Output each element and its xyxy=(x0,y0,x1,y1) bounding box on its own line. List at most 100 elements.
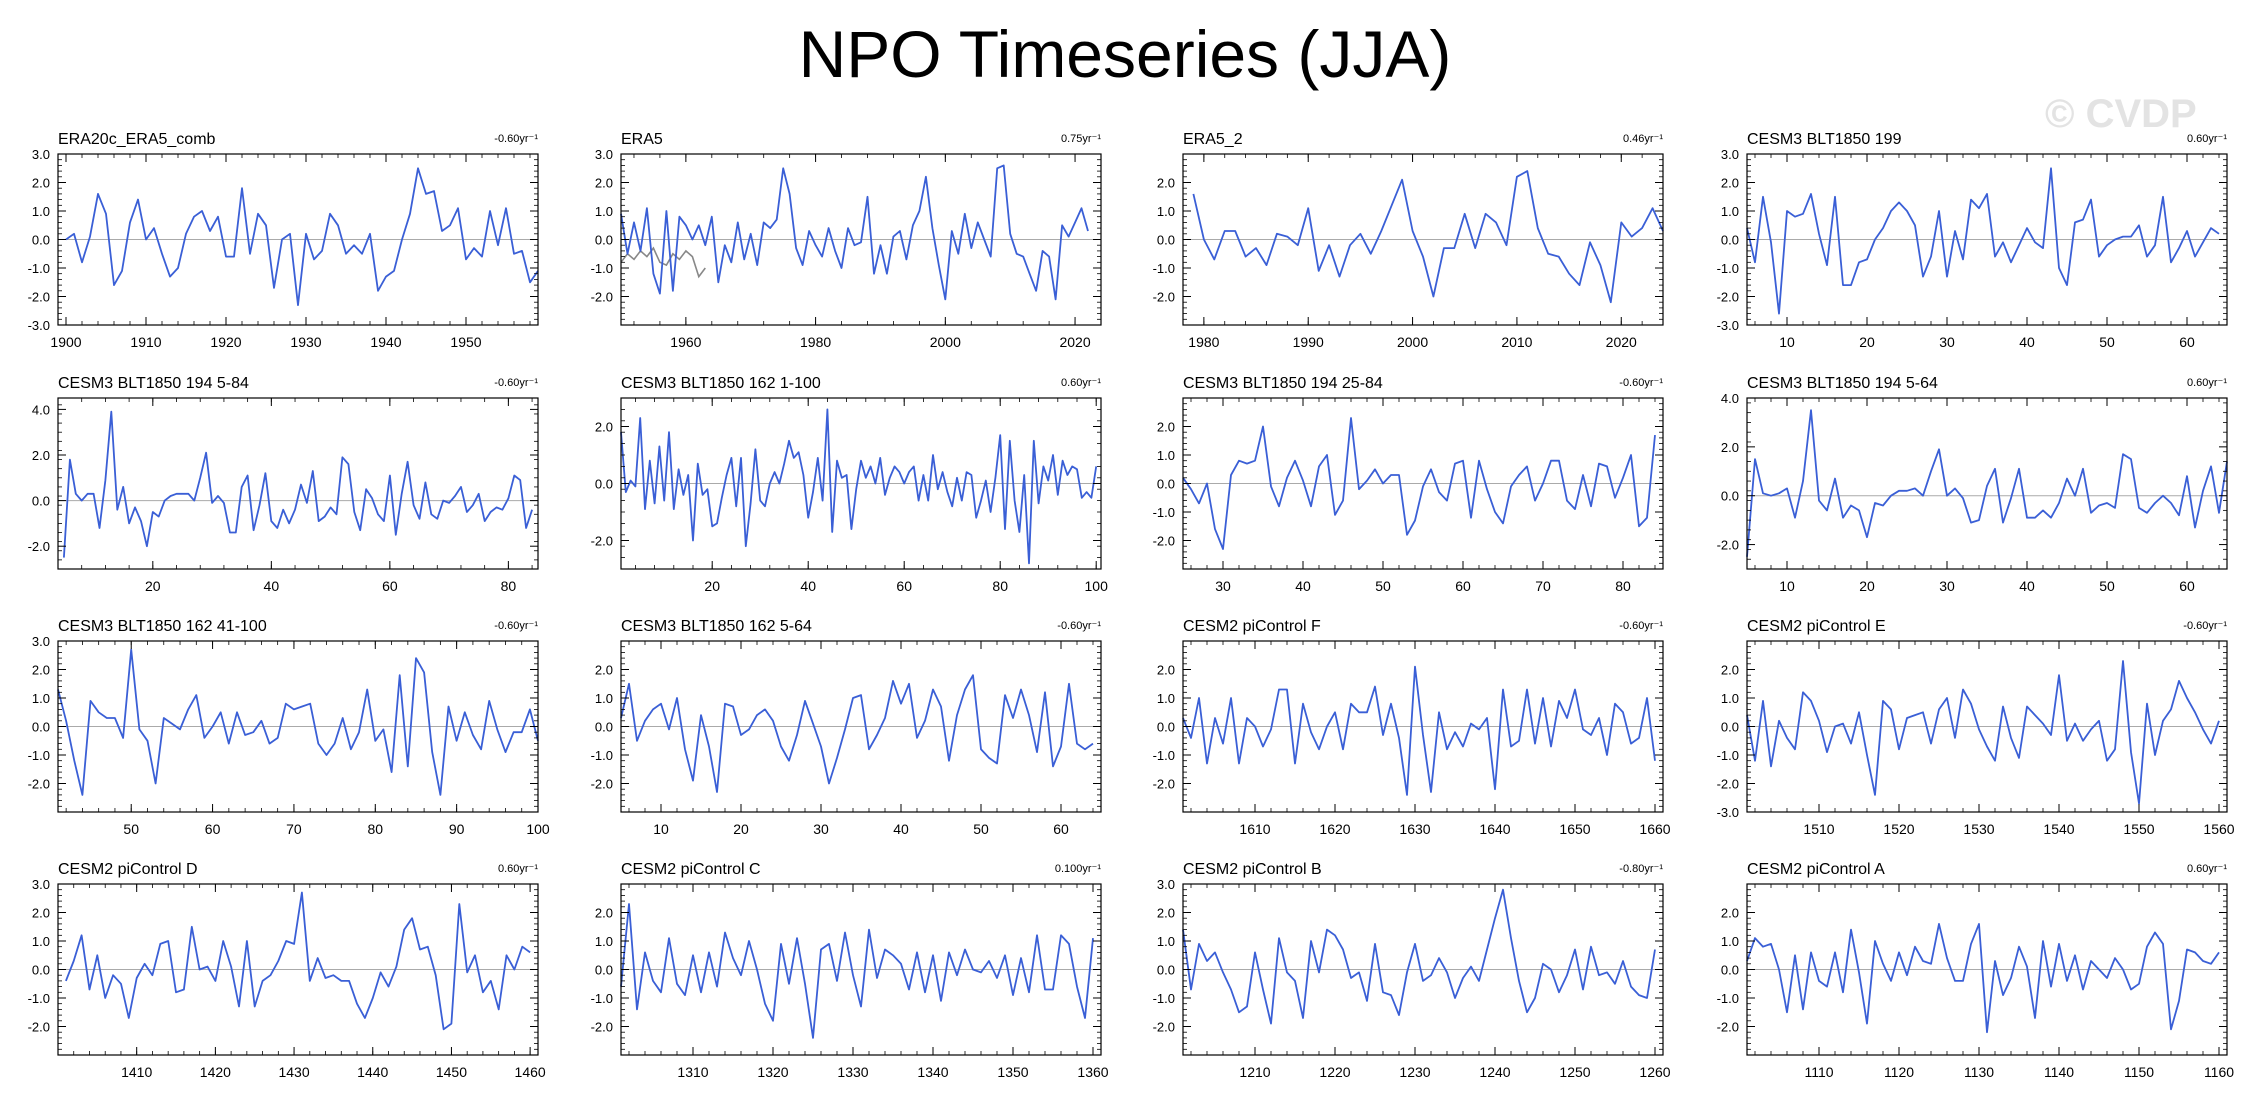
ytick-label: 0.0 xyxy=(32,963,50,978)
ytick-label: 0.0 xyxy=(595,477,613,492)
ytick-label: 0.0 xyxy=(1157,477,1175,492)
ytick-label: -1.0 xyxy=(28,991,50,1006)
ytick-label: 1.0 xyxy=(595,691,613,706)
ytick-label: 0.0 xyxy=(1157,963,1175,978)
xtick-label: 50 xyxy=(1375,578,1391,594)
ytick-label: -2.0 xyxy=(1153,290,1175,305)
panel-title: CESM2 piControl A xyxy=(1747,861,1885,878)
ytick-label: -2.0 xyxy=(1153,1020,1175,1035)
ytick-label: 2.0 xyxy=(32,663,50,678)
xtick-label: 1930 xyxy=(290,334,321,350)
trend-label: -0.80yr⁻¹ xyxy=(1619,863,1663,875)
series-line xyxy=(65,167,539,307)
panel-14: -2.0 -1.0 0.0 1.0 2.0 1310 1320 1330 1340 1350 136… xyxy=(591,861,1109,1080)
ytick-label: 3.0 xyxy=(32,634,50,649)
ytick-label: -2.0 xyxy=(1717,290,1739,305)
ytick-label: -1.0 xyxy=(1153,991,1175,1006)
panel-title: CESM3 BLT1850 194 25-84 xyxy=(1183,375,1383,392)
xtick-label: 80 xyxy=(501,578,517,594)
ytick-label: 2.0 xyxy=(1157,176,1175,191)
series-line xyxy=(1746,923,2220,1034)
ytick-label: 0.0 xyxy=(595,233,613,248)
xtick-label: 60 xyxy=(2179,578,2195,594)
xtick-label: 1650 xyxy=(1559,821,1590,837)
xtick-label: 1980 xyxy=(800,334,831,350)
panel-title: CESM2 piControl D xyxy=(58,861,198,878)
plot-frame xyxy=(1746,397,2228,570)
ytick-label: 1.0 xyxy=(1721,691,1739,706)
xtick-label: 50 xyxy=(2099,578,2115,594)
panel-2: -2.0 -1.0 0.0 1.0 2.0 3.0 1960 1980 2000 2020 ERA5… xyxy=(591,131,1102,350)
xtick-label: 80 xyxy=(1615,578,1631,594)
xtick-label: 1950 xyxy=(450,334,481,350)
ytick-label: 2.0 xyxy=(32,176,50,191)
trend-label: 0.60yr⁻¹ xyxy=(498,863,538,875)
ytick-label: -1.0 xyxy=(1717,261,1739,276)
ytick-label: 3.0 xyxy=(1721,147,1739,162)
trend-label: 0.60yr⁻¹ xyxy=(1061,377,1101,389)
panel-3: -2.0 -1.0 0.0 1.0 2.0 1980 1990 2000 2010 2020 ERA… xyxy=(1153,131,1664,350)
ytick-label: 0.0 xyxy=(1721,233,1739,248)
ytick-label: -2.0 xyxy=(591,290,613,305)
xtick-label: 80 xyxy=(367,821,383,837)
ytick-label: -2.0 xyxy=(1153,534,1175,549)
xtick-label: 1640 xyxy=(1479,821,1510,837)
xtick-label: 1210 xyxy=(1239,1064,1270,1080)
trend-label: 0.60yr⁻¹ xyxy=(2187,377,2227,389)
xtick-label: 10 xyxy=(1779,578,1795,594)
xtick-label: 60 xyxy=(205,821,221,837)
panel-13: -2.0 -1.0 0.0 1.0 2.0 3.0 1410 1420 1430 1440 1450… xyxy=(28,861,546,1080)
ytick-label: 0.0 xyxy=(1157,720,1175,735)
xtick-label: 1520 xyxy=(1883,821,1914,837)
ytick-label: -1.0 xyxy=(1153,261,1175,276)
ytick-label: 4.0 xyxy=(32,402,50,417)
xtick-label: 1550 xyxy=(2123,821,2154,837)
xtick-label: 1130 xyxy=(1964,1064,1994,1080)
ytick-label: -2.0 xyxy=(28,539,50,554)
xtick-label: 1660 xyxy=(1639,821,1670,837)
ytick-label: -2.0 xyxy=(28,1020,50,1035)
panel-title: CESM2 piControl B xyxy=(1183,861,1322,878)
xtick-label: 2000 xyxy=(930,334,961,350)
ytick-label: 1.0 xyxy=(1721,204,1739,219)
xtick-label: 1630 xyxy=(1399,821,1430,837)
ytick-label: 2.0 xyxy=(595,906,613,921)
panel-title: ERA5 xyxy=(621,131,663,148)
ytick-label: -1.0 xyxy=(28,748,50,763)
ytick-label: -1.0 xyxy=(591,748,613,763)
ytick-label: 0.0 xyxy=(1721,963,1739,978)
trend-label: -0.60yr⁻¹ xyxy=(494,620,538,632)
xtick-label: 2000 xyxy=(1397,334,1428,350)
xtick-label: 50 xyxy=(123,821,139,837)
xtick-label: 1990 xyxy=(1293,334,1324,350)
series-line xyxy=(1746,409,2228,557)
ytick-label: -2.0 xyxy=(1153,777,1175,792)
xtick-label: 1230 xyxy=(1399,1064,1430,1080)
xtick-label: 2020 xyxy=(1606,334,1637,350)
xtick-label: 70 xyxy=(286,821,302,837)
ytick-label: 1.0 xyxy=(595,934,613,949)
xtick-label: 1340 xyxy=(917,1064,948,1080)
panel-8: -2.0 0.0 2.0 4.0 10 20 30 40 50 60 CESM3 BLT1850 1… xyxy=(1717,375,2228,594)
xtick-label: 20 xyxy=(1859,578,1875,594)
panel-11: -2.0 -1.0 0.0 1.0 2.0 1610 1620 1630 1640 1650 166… xyxy=(1153,618,1671,837)
xtick-label: 1460 xyxy=(515,1064,546,1080)
xtick-label: 1610 xyxy=(1239,821,1270,837)
xtick-label: 40 xyxy=(1295,578,1311,594)
panel-title: CESM3 BLT1850 194 5-84 xyxy=(58,375,249,392)
ytick-label: 0.0 xyxy=(595,963,613,978)
trend-label: -0.60yr⁻¹ xyxy=(2183,620,2227,632)
xtick-label: 1510 xyxy=(1803,821,1834,837)
ytick-label: -2.0 xyxy=(1717,538,1739,553)
plot-frame xyxy=(57,397,539,570)
ytick-label: 3.0 xyxy=(32,877,50,892)
ytick-label: 2.0 xyxy=(1157,906,1175,921)
ytick-label: 2.0 xyxy=(595,663,613,678)
xtick-label: 1260 xyxy=(1639,1064,1670,1080)
series-line xyxy=(63,410,533,558)
xtick-label: 50 xyxy=(2099,334,2115,350)
xtick-label: 1420 xyxy=(200,1064,231,1080)
ytick-label: -3.0 xyxy=(1717,805,1739,820)
ytick-label: 2.0 xyxy=(1721,440,1739,455)
